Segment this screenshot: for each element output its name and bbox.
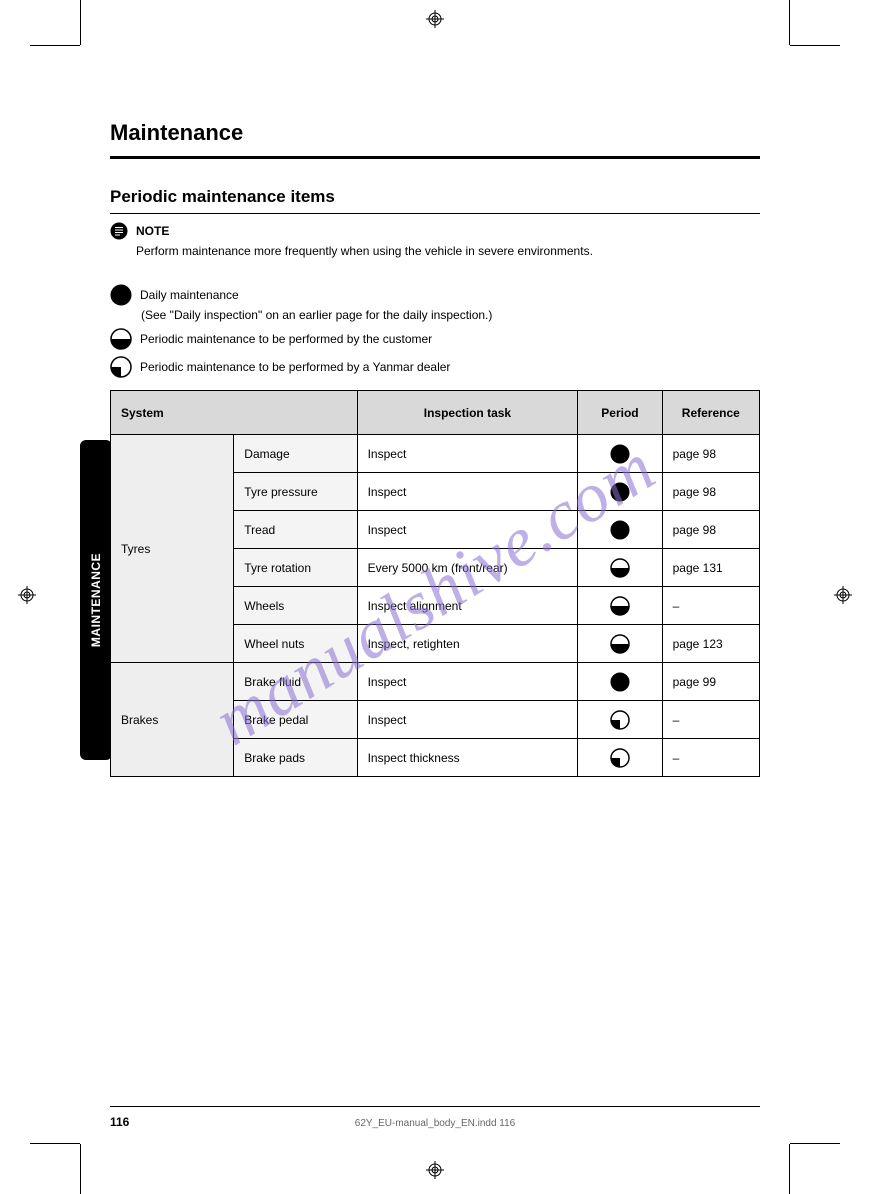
- pie-quarter-icon: [609, 709, 631, 731]
- registration-mark-icon: [18, 586, 36, 604]
- crop-mark: [790, 45, 840, 46]
- td-period: [578, 701, 662, 739]
- page-title: Maintenance: [110, 120, 760, 146]
- crop-mark: [30, 45, 80, 46]
- td-period: [578, 663, 662, 701]
- legend: Daily maintenance (See "Daily inspection…: [110, 284, 760, 378]
- pie-full-icon: [609, 481, 631, 503]
- td-task: Inspect, retighten: [357, 625, 578, 663]
- registration-mark-icon: [426, 1161, 444, 1179]
- pie-half-icon: [609, 633, 631, 655]
- section-tab: MAINTENANCE: [80, 440, 112, 760]
- td-period: [578, 549, 662, 587]
- note-body: NOTE Perform maintenance more frequently…: [136, 222, 593, 260]
- section-subtitle: Periodic maintenance items: [110, 187, 760, 207]
- page-content: Maintenance Periodic maintenance items N…: [110, 120, 760, 1099]
- legend-label-quarter: Periodic maintenance to be performed by …: [140, 360, 450, 374]
- td-task: Inspect: [357, 473, 578, 511]
- pie-half-icon: [609, 557, 631, 579]
- td-ref: page 98: [662, 435, 759, 473]
- footer-rule: [110, 1106, 760, 1107]
- th-task: Inspection task: [357, 391, 578, 435]
- td-ref: –: [662, 739, 759, 777]
- crop-mark: [80, 0, 81, 45]
- td-ref: –: [662, 587, 759, 625]
- td-task: Inspect: [357, 511, 578, 549]
- td-ref: page 98: [662, 511, 759, 549]
- td-ref: page 98: [662, 473, 759, 511]
- document-id: 62Y_EU-manual_body_EN.indd 116: [355, 1118, 515, 1129]
- title-rule: [110, 156, 760, 159]
- table-row: TyresDamageInspectpage 98: [111, 435, 760, 473]
- table-row: BrakesBrake fluidInspectpage 99: [111, 663, 760, 701]
- registration-mark-icon: [834, 586, 852, 604]
- td-period: [578, 511, 662, 549]
- td-task: Every 5000 km (front/rear): [357, 549, 578, 587]
- crop-mark: [789, 0, 790, 45]
- td-category: Tyres: [111, 435, 234, 663]
- table-header-row: System Inspection task Period Reference: [111, 391, 760, 435]
- td-task: Inspect alignment: [357, 587, 578, 625]
- legend-label-full: Daily maintenance: [140, 288, 239, 302]
- legend-row-full: Daily maintenance: [110, 284, 760, 306]
- pie-full-icon: [609, 519, 631, 541]
- crop-mark: [789, 1144, 790, 1194]
- td-period: [578, 625, 662, 663]
- td-item: Brake pedal: [234, 701, 357, 739]
- td-task: Inspect thickness: [357, 739, 578, 777]
- legend-row-quarter: Periodic maintenance to be performed by …: [110, 356, 760, 378]
- td-task: Inspect: [357, 435, 578, 473]
- td-ref: –: [662, 701, 759, 739]
- subtitle-rule: [110, 213, 760, 214]
- registration-mark-icon: [426, 10, 444, 28]
- td-period: [578, 473, 662, 511]
- pie-half-icon: [609, 595, 631, 617]
- td-period: [578, 587, 662, 625]
- crop-mark: [30, 1143, 80, 1144]
- note-block: NOTE Perform maintenance more frequently…: [110, 222, 760, 260]
- th-period: Period: [578, 391, 662, 435]
- crop-mark: [80, 1144, 81, 1194]
- note-text: Perform maintenance more frequently when…: [136, 242, 593, 260]
- td-ref: page 123: [662, 625, 759, 663]
- note-label: NOTE: [136, 222, 593, 240]
- pie-full-icon: [609, 671, 631, 693]
- pie-quarter-icon: [110, 356, 132, 378]
- th-ref: Reference: [662, 391, 759, 435]
- maintenance-table: System Inspection task Period Reference …: [110, 390, 760, 777]
- legend-label-half: Periodic maintenance to be performed by …: [140, 332, 432, 346]
- legend-desc-full: (See "Daily inspection" on an earlier pa…: [141, 308, 760, 322]
- th-category: System: [111, 391, 358, 435]
- td-ref: page 131: [662, 549, 759, 587]
- td-item: Wheels: [234, 587, 357, 625]
- td-item: Tread: [234, 511, 357, 549]
- td-item: Damage: [234, 435, 357, 473]
- crop-mark: [790, 1143, 840, 1144]
- pie-quarter-icon: [609, 747, 631, 769]
- td-period: [578, 739, 662, 777]
- pie-half-icon: [110, 328, 132, 350]
- td-task: Inspect: [357, 663, 578, 701]
- section-tab-label: MAINTENANCE: [89, 553, 103, 647]
- pie-full-icon: [609, 443, 631, 465]
- pie-full-icon: [110, 284, 132, 306]
- td-task: Inspect: [357, 701, 578, 739]
- legend-row-half: Periodic maintenance to be performed by …: [110, 328, 760, 350]
- page-number: 116: [110, 1115, 129, 1129]
- td-item: Tyre rotation: [234, 549, 357, 587]
- td-item: Wheel nuts: [234, 625, 357, 663]
- td-item: Brake fluid: [234, 663, 357, 701]
- td-ref: page 99: [662, 663, 759, 701]
- td-period: [578, 435, 662, 473]
- note-icon: [110, 222, 128, 240]
- td-item: Tyre pressure: [234, 473, 357, 511]
- td-category: Brakes: [111, 663, 234, 777]
- td-item: Brake pads: [234, 739, 357, 777]
